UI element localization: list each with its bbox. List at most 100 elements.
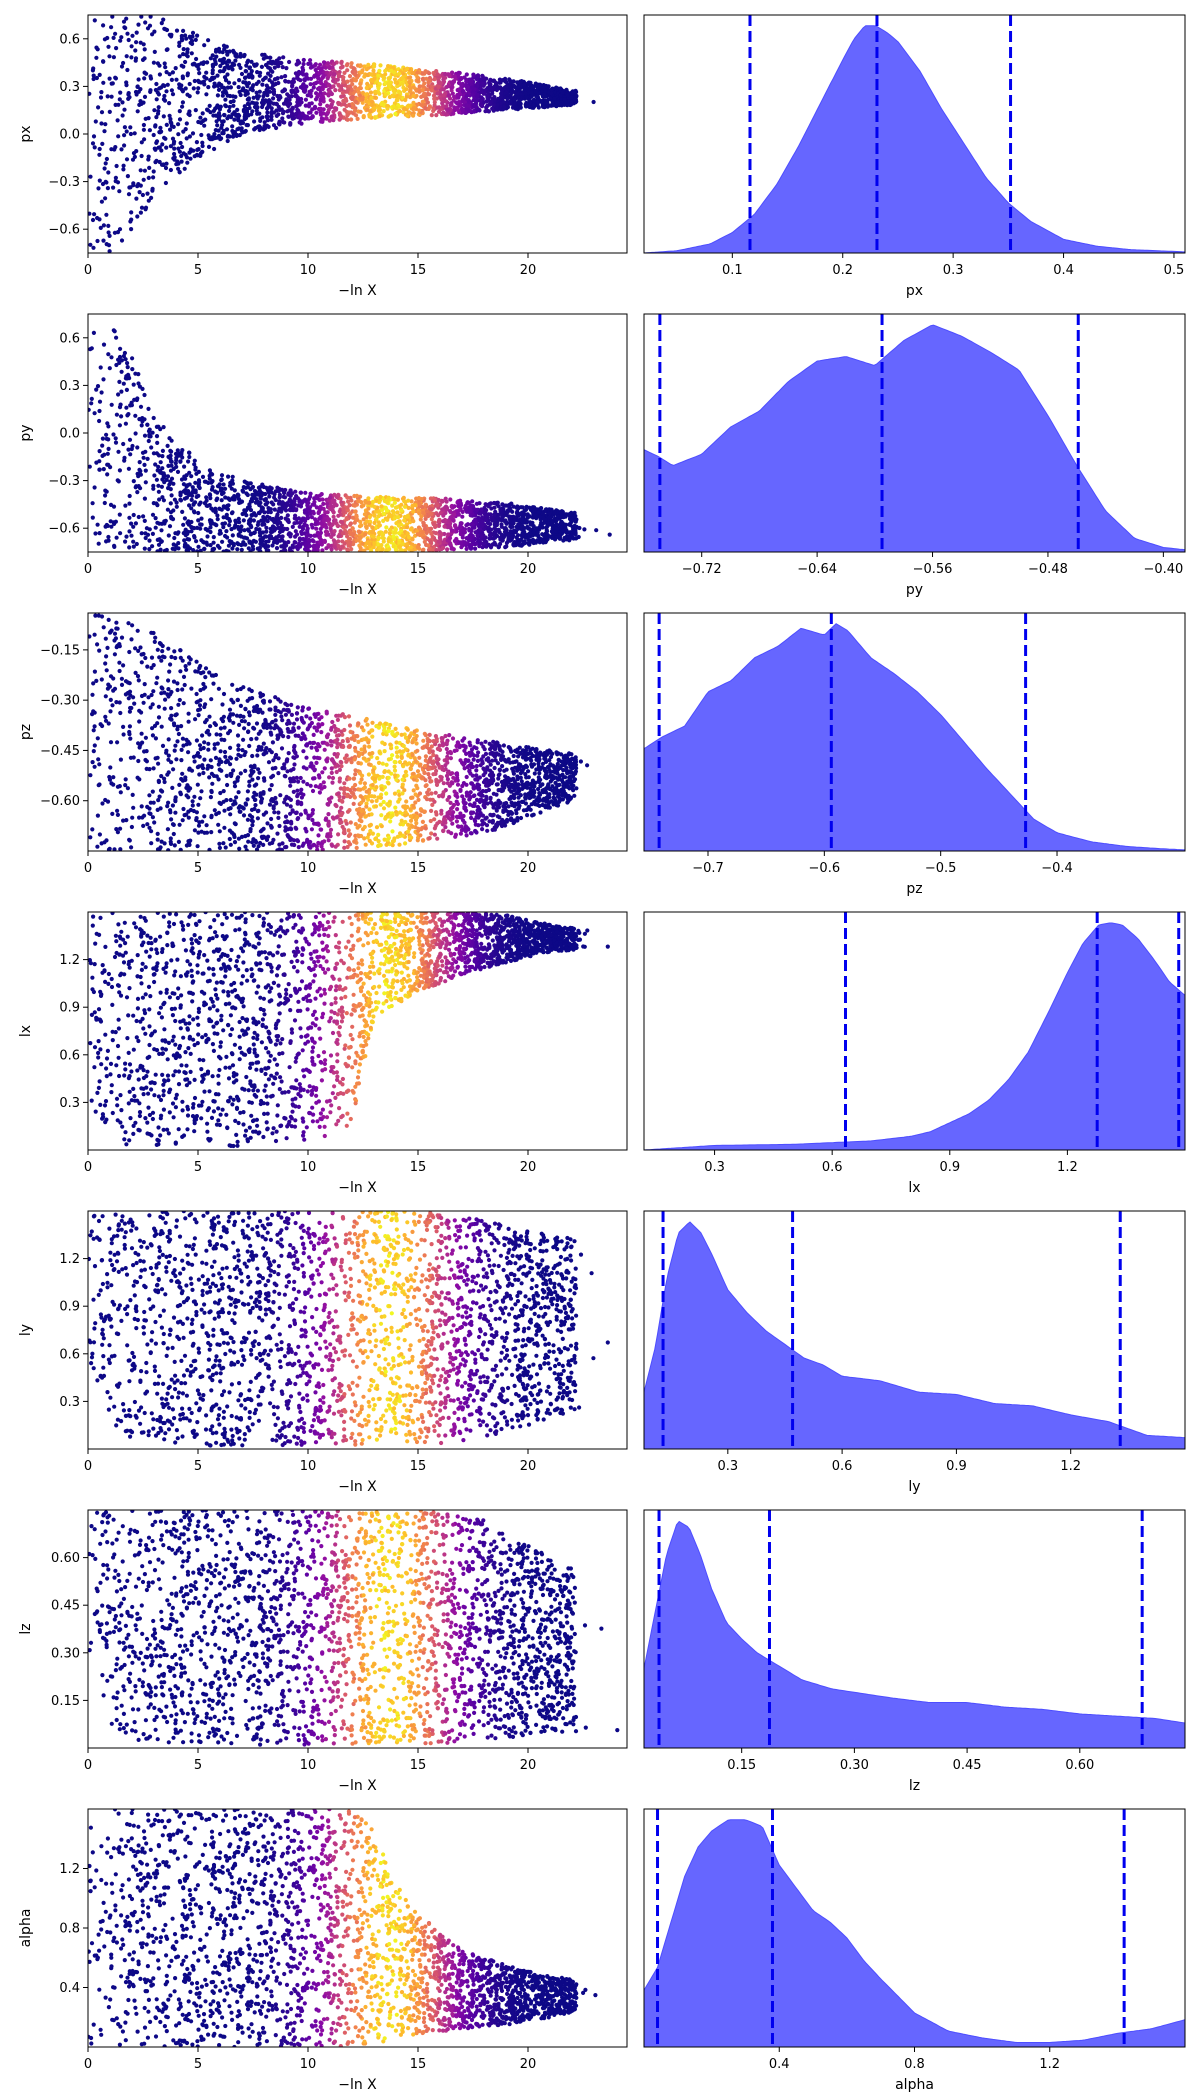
dead-point [94,460,99,465]
dead-point [177,43,182,49]
dead-point [202,43,207,48]
dead-point [282,120,287,125]
dead-point [99,110,105,115]
dead-point [365,107,370,112]
dead-point [187,134,192,139]
dead-point [187,470,192,475]
dead-point [138,210,143,215]
dead-point [135,445,140,450]
dead-point [277,107,282,112]
dead-point [345,112,350,117]
dead-point [112,521,117,527]
dead-point [189,529,194,534]
dead-point [242,129,247,134]
dead-point [417,511,422,516]
dead-point [325,103,330,108]
dead-point [215,543,220,549]
dead-point [362,512,367,517]
dead-point [184,495,189,500]
dead-point [198,115,203,120]
dead-point [95,384,101,389]
dead-point [459,76,464,81]
dead-point [200,149,205,154]
dead-point [223,97,228,102]
dead-point [537,85,543,91]
dead-point [432,77,437,82]
dead-point [350,82,355,87]
dead-point [574,93,579,98]
dead-point [329,534,334,540]
dead-point [94,387,99,392]
dead-point [191,509,197,514]
dead-point [239,126,244,131]
dead-point [258,496,263,501]
dead-point [188,156,193,161]
dead-point [150,531,155,537]
dead-point [561,102,567,107]
dead-point [147,538,152,543]
dead-point [289,112,295,117]
dead-point [410,70,415,75]
dead-point [422,535,427,541]
x-tick-label: 10 [300,263,317,278]
dead-point [145,456,150,461]
dead-point [227,519,232,524]
dead-point [462,528,467,534]
dead-point [348,495,353,500]
dead-point [257,511,262,516]
dead-point [163,549,168,552]
dead-point [464,93,469,98]
dead-point [225,138,230,144]
dead-point [171,141,176,146]
marginal-panel-px: 0.1 0.2 0.3 0.4 0.5px [643,14,1186,299]
dead-point [245,106,250,112]
dead-point [417,84,422,89]
dead-point [297,71,302,76]
dead-point [224,44,229,49]
dead-point [97,399,103,404]
dead-point [370,99,375,104]
dead-point [390,509,396,514]
dead-point [219,498,224,503]
dead-point [184,136,189,141]
dead-point [234,113,239,118]
dead-point [174,458,179,463]
dead-point [378,63,383,68]
dead-point [129,210,134,215]
dead-point [298,114,303,119]
dead-point [250,88,255,93]
dead-point [215,513,220,518]
dead-point [370,530,375,535]
dead-point [91,245,96,250]
dead-point [152,49,157,55]
dead-point [122,25,127,30]
dead-point [304,114,310,119]
dead-point [202,123,207,128]
dead-point [143,20,148,25]
dead-point [276,516,281,521]
dead-point [227,104,232,110]
dead-point [420,548,425,552]
dead-point [295,58,300,63]
dead-point [124,374,129,379]
dead-point [352,520,357,525]
dead-point [124,129,129,134]
dead-point [159,129,164,134]
dead-point [116,392,121,397]
dead-point [152,29,157,34]
dead-point [266,71,271,76]
dead-point [333,541,338,546]
dead-point [207,492,212,497]
dead-point [208,471,213,476]
dead-point [539,99,544,104]
dead-point [255,105,260,110]
dead-point [327,118,332,123]
dead-point [194,56,199,62]
dead-point [342,107,347,112]
dead-point [425,100,430,105]
dead-point [397,90,403,95]
dead-point [435,105,440,110]
dead-point [565,103,570,108]
dead-point [117,227,123,232]
dead-point [134,541,139,547]
